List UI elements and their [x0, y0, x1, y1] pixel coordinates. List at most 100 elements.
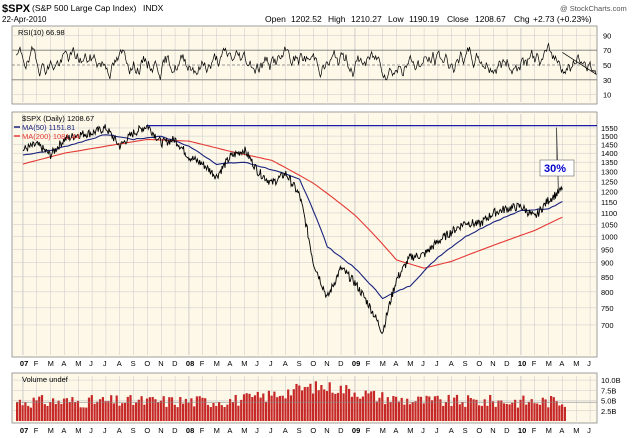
- rsi-tick-label: 70: [603, 46, 611, 55]
- x-tick-label: M: [241, 426, 247, 435]
- volume-bar: [442, 405, 445, 421]
- x-tick-label: D: [172, 359, 178, 368]
- volume-bar: [68, 402, 71, 421]
- x-tick-label: J: [587, 426, 591, 435]
- volume-bar: [229, 399, 232, 421]
- x-tick-label: 08: [186, 359, 194, 368]
- volume-bar: [364, 390, 367, 421]
- y-tick-label: 950: [601, 245, 614, 254]
- volume-bar: [209, 407, 212, 421]
- volume-bar: [179, 397, 182, 421]
- x-tick-label: O: [310, 359, 316, 368]
- volume-bar: [231, 402, 234, 421]
- volume-bar: [342, 393, 345, 421]
- volume-bar: [193, 406, 196, 421]
- x-tick-label: F: [200, 359, 205, 368]
- x-tick-label: O: [144, 359, 150, 368]
- axis-layer: 0707FFMMAAMMJJJJAASSOONNDD0808FFMMAAMMJJ…: [20, 31, 621, 435]
- x-tick-label: A: [61, 359, 66, 368]
- chg-label: Chg: [514, 14, 530, 24]
- x-tick-label: J: [255, 426, 259, 435]
- volume-bar: [444, 402, 447, 421]
- x-tick-label: F: [200, 426, 205, 435]
- rsi-tick-label: 10: [603, 91, 611, 100]
- x-tick-label: A: [117, 426, 122, 435]
- x-tick-label: N: [490, 426, 495, 435]
- volume-bar: [126, 396, 129, 421]
- x-tick-label: A: [117, 359, 122, 368]
- volume-bar: [123, 403, 127, 421]
- y-tick-label: 1150: [601, 198, 617, 207]
- y-tick-label: 1450: [601, 141, 618, 150]
- x-tick-label: N: [158, 359, 163, 368]
- volume-legend: Volume undef: [22, 375, 69, 384]
- x-tick-label: A: [559, 426, 564, 435]
- y-tick-label: 1000: [601, 233, 618, 242]
- x-tick-label: M: [546, 359, 552, 368]
- volume-bar: [538, 404, 542, 421]
- volume-bar: [386, 397, 389, 421]
- volume-bar: [60, 403, 63, 421]
- volume-bar: [173, 404, 176, 421]
- volume-bar: [478, 405, 481, 421]
- x-tick-label: M: [75, 426, 81, 435]
- volume-bar: [356, 396, 359, 421]
- volume-bar: [165, 406, 168, 421]
- volume-bar: [397, 401, 400, 421]
- volume-bar: [428, 396, 431, 421]
- volume-bar: [159, 400, 163, 421]
- x-tick-label: A: [227, 359, 232, 368]
- x-tick-label: M: [380, 359, 386, 368]
- x-tick-label: M: [214, 359, 220, 368]
- volume-bar: [298, 385, 301, 421]
- volume-bar: [516, 407, 519, 421]
- rsi-tick-label: 30: [603, 76, 611, 85]
- volume-bar: [458, 404, 461, 421]
- x-tick-label: J: [421, 426, 425, 435]
- x-tick-label: J: [269, 359, 273, 368]
- volume-bar: [79, 407, 82, 421]
- volume-bar: [284, 398, 287, 421]
- volume-bar: [350, 396, 353, 421]
- volume-bar: [447, 394, 450, 421]
- low-label: Low: [388, 14, 404, 24]
- y-tick-label: 700: [601, 321, 614, 330]
- volume-bar: [43, 404, 46, 421]
- volume-bar: [256, 391, 259, 421]
- volume-bar: [71, 397, 74, 421]
- volume-bar: [489, 395, 492, 421]
- y-tick-label: 800: [601, 288, 614, 297]
- volume-bar: [467, 395, 470, 421]
- volume-bar: [453, 397, 456, 421]
- x-tick-label: A: [283, 359, 288, 368]
- volume-bar: [38, 396, 41, 421]
- x-tick-label: A: [449, 359, 454, 368]
- volume-bar: [336, 392, 340, 421]
- volume-bar: [140, 396, 143, 421]
- volume-bar: [281, 395, 284, 421]
- annotation-box: [539, 159, 575, 177]
- chart-exchange: INDX: [143, 3, 164, 13]
- volume-bar: [486, 405, 489, 421]
- y-tick-label: 1050: [601, 220, 618, 229]
- volume-bar: [361, 396, 364, 421]
- volume-bar: [541, 397, 544, 421]
- volume-bar: [137, 399, 140, 421]
- volume-bar: [234, 395, 237, 421]
- volume-bar: [436, 395, 439, 421]
- volume-bar: [187, 402, 190, 421]
- volume-bar: [96, 401, 99, 421]
- volume-bar: [422, 403, 425, 421]
- volume-bar: [118, 405, 121, 421]
- volume-bar: [121, 403, 124, 421]
- volume-bar: [112, 403, 115, 421]
- y-tick-label: 1550: [601, 124, 618, 133]
- close-value: 1208.67: [475, 14, 506, 24]
- x-tick-label: N: [490, 359, 495, 368]
- volume-bar: [395, 396, 398, 421]
- volume-bar: [317, 390, 320, 421]
- volume-bar: [46, 405, 49, 421]
- volume-tick-label: 10.0B: [601, 376, 621, 385]
- rsi-tick-label: 90: [603, 31, 611, 40]
- volume-bar: [417, 396, 420, 421]
